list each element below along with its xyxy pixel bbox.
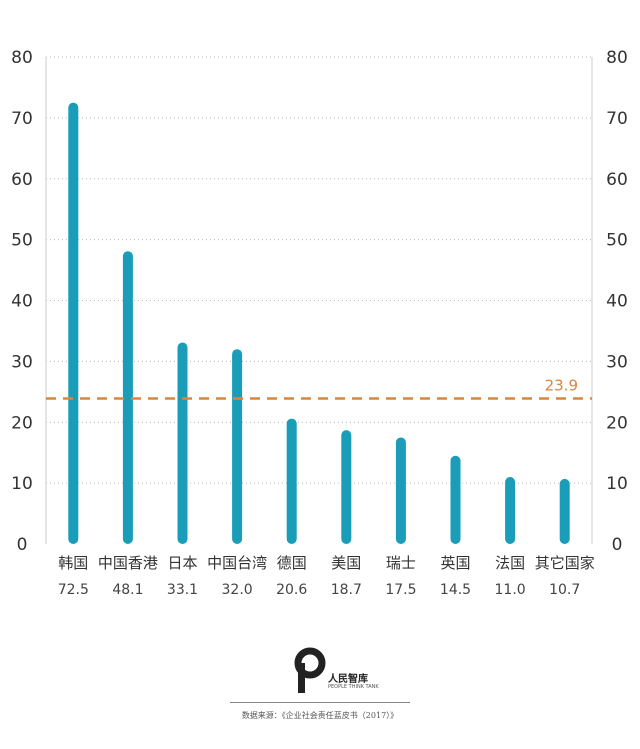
category-labels: 韩国 中国香港 日本 中国台湾 德国 美国 瑞士 英国 法国 其它国家	[58, 554, 594, 572]
y-tick-label-right: 40	[606, 292, 628, 312]
value-label: 11.0	[495, 582, 526, 598]
y-tick-label-left: 80	[11, 48, 33, 68]
y-tick-label-right: 10	[606, 474, 628, 494]
source-note: 数据来源：《企业社会责任蓝皮书（2017）》	[241, 711, 399, 720]
y-tick-label-left: 70	[11, 109, 33, 129]
y-ticks-left: 0 10 20 30 40 50 60 70 80	[11, 48, 33, 555]
y-tick-label-right: 50	[606, 231, 628, 251]
category-label: 瑞士	[386, 554, 416, 572]
category-label: 法国	[495, 554, 525, 572]
category-label: 中国台湾	[207, 554, 267, 572]
y-tick-label-left: 0	[17, 535, 28, 555]
logo: 人民智库 PEOPLE THINK TANK	[294, 646, 394, 696]
category-label: 美国	[331, 554, 361, 572]
value-label: 14.5	[440, 582, 471, 598]
logo-subtext: PEOPLE THINK TANK	[328, 684, 379, 690]
logo-text: 人民智库	[328, 674, 368, 685]
bar	[68, 102, 79, 544]
y-tick-label-left: 50	[11, 231, 33, 251]
bar	[341, 430, 352, 544]
category-label: 其它国家	[535, 554, 595, 572]
value-label: 32.0	[222, 582, 253, 598]
bar	[559, 478, 570, 544]
value-label: 18.7	[331, 582, 362, 598]
bar	[505, 477, 516, 544]
bar	[232, 349, 243, 544]
divider	[230, 702, 410, 703]
y-tick-label-left: 20	[11, 413, 33, 433]
bar-chart: 0 10 20 30 40 50 60 70 80 0 10 20 30 40 50 60 70 80 23.9…	[11, 48, 628, 598]
bar	[450, 455, 461, 544]
y-tick-label-left: 10	[11, 474, 33, 494]
value-label: 48.1	[112, 582, 143, 598]
value-labels: 72.5 48.1 33.1 32.0 20.6 18.7 17.5 14.5 11.0 10.7	[58, 582, 581, 598]
y-tick-label-right: 80	[606, 48, 628, 68]
footer: 人民智库 PEOPLE THINK TANK 数据来源：《企业社会责任蓝皮书（2…	[0, 640, 640, 740]
y-tick-label-left: 60	[11, 170, 33, 190]
value-label: 20.6	[276, 582, 307, 598]
category-label: 中国香港	[98, 554, 158, 572]
category-label: 日本	[167, 554, 197, 572]
category-label: 英国	[440, 554, 470, 572]
bar	[122, 251, 133, 544]
category-label: 韩国	[58, 554, 88, 572]
logo-p-icon	[294, 647, 326, 693]
bar	[286, 418, 297, 544]
y-tick-label-right: 20	[606, 413, 628, 433]
value-label: 72.5	[58, 582, 89, 598]
y-tick-label-right: 60	[606, 170, 628, 190]
y-tick-label-right: 70	[606, 109, 628, 129]
y-tick-label-right: 0	[612, 535, 623, 555]
y-tick-label-right: 30	[606, 352, 628, 372]
bars	[68, 102, 570, 544]
bar	[395, 437, 406, 544]
reference-line-label: 23.9	[545, 377, 578, 395]
bar	[177, 342, 188, 544]
y-tick-label-left: 40	[11, 292, 33, 312]
value-label: 10.7	[549, 582, 580, 598]
value-label: 17.5	[385, 582, 416, 598]
value-label: 33.1	[167, 582, 198, 598]
grid-lines	[46, 56, 592, 484]
category-label: 德国	[277, 554, 307, 572]
y-tick-label-left: 30	[11, 352, 33, 372]
y-ticks-right: 0 10 20 30 40 50 60 70 80	[606, 48, 628, 555]
